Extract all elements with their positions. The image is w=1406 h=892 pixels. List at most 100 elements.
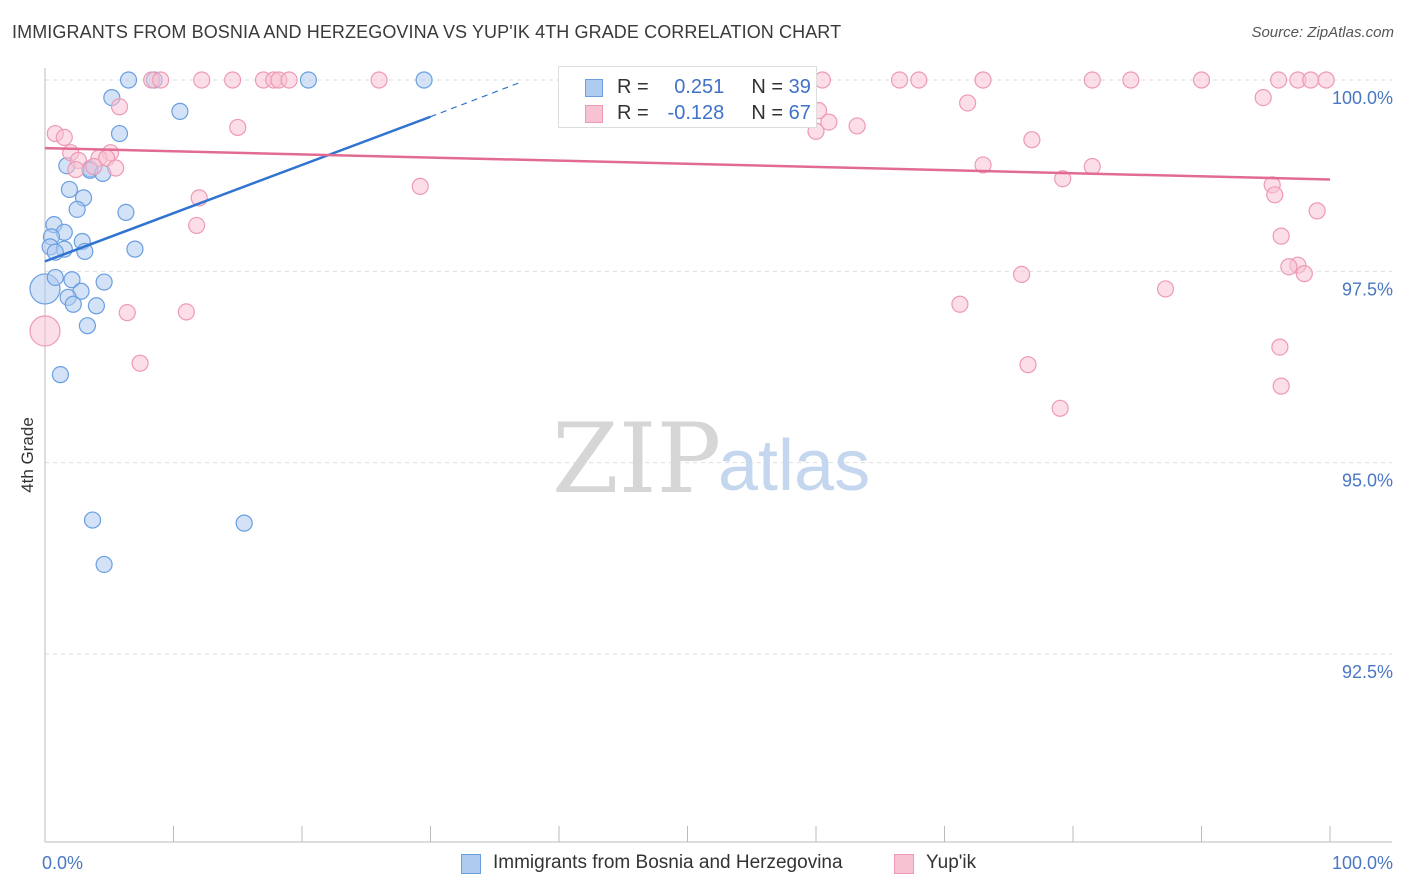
point-yupik [1269, 71, 1288, 89]
point-yupik [85, 157, 103, 176]
trend-line-bosnia-extension [430, 81, 521, 118]
point-yupik [177, 303, 195, 321]
legend-text-bosnia: R = 0.251 N = 39 [617, 76, 811, 99]
point-yupik [848, 117, 866, 135]
point-yupik [110, 98, 129, 116]
point-yupik [1083, 71, 1101, 89]
point-yupik [118, 304, 136, 322]
point-yupik [1192, 71, 1211, 89]
legend-swatch-yupik [585, 105, 603, 123]
point-yupik [1308, 202, 1326, 220]
y-tick-label: 95.0% [1342, 471, 1393, 491]
legend-r-label: R = [617, 102, 649, 124]
point-yupik [67, 160, 85, 179]
point-bosnia [78, 317, 97, 335]
y-tick-label: 92.5% [1342, 662, 1393, 682]
watermark-atlas: atlas [718, 426, 870, 506]
point-bosnia [126, 240, 144, 258]
point-bosnia [110, 124, 129, 143]
y-tick-label: 100.0% [1332, 88, 1393, 108]
point-yupik [188, 216, 206, 235]
point-yupik [820, 113, 838, 131]
point-bosnia [60, 180, 79, 199]
point-yupik [1317, 71, 1335, 89]
point-yupik [107, 159, 125, 177]
point-bosnia [117, 203, 135, 222]
point-yupik [1019, 356, 1037, 374]
point-bosnia [83, 511, 102, 529]
point-bosnia [63, 271, 81, 289]
bottom-legend-label-yupik: Yup'ik [926, 852, 977, 873]
point-yupik [1051, 399, 1069, 417]
point-bosnia [299, 71, 318, 89]
point-bosnia [87, 297, 106, 315]
y-tick-label: 97.5% [1342, 279, 1393, 299]
legend-n-label: N = [751, 76, 784, 98]
point-yupik [152, 71, 170, 89]
tick-labels: 92.5% 95.0% 97.5% 100.0% 0.0% 100.0% [42, 88, 1393, 873]
point-bosnia [171, 102, 189, 120]
point-bosnia [68, 200, 86, 218]
bottom-legend-label-bosnia: Immigrants from Bosnia and Herzegovina [493, 852, 843, 873]
grid-lines [45, 79, 1392, 655]
legend-box: R = 0.251 N = 39 R = -0.128 N = 67 [558, 66, 817, 128]
trend-line-yupik [44, 146, 1331, 181]
point-yupik [1295, 265, 1313, 283]
point-yupik [29, 315, 61, 347]
point-bosnia [119, 71, 138, 89]
point-yupik [974, 71, 992, 89]
point-yupik [1156, 280, 1175, 298]
point-yupik [1266, 186, 1284, 204]
watermark: ZIP atlas [552, 403, 870, 515]
point-yupik [959, 94, 977, 112]
legend-r-value-yupik: -0.128 [667, 102, 725, 124]
point-yupik [411, 177, 429, 195]
x-tick-label: 0.0% [42, 853, 83, 873]
source-credit: Source: ZipAtlas.com [1251, 24, 1394, 41]
point-yupik [370, 71, 388, 89]
legend-n-value-yupik: 67 [788, 102, 811, 124]
point-yupik [1122, 71, 1140, 89]
point-yupik [280, 71, 298, 89]
point-yupik [193, 71, 211, 89]
point-bosnia [415, 71, 433, 89]
trend-lines [44, 81, 1331, 263]
point-bosnia [95, 273, 113, 291]
x-tick-label: 100.0% [1332, 853, 1393, 873]
bottom-legend-swatch-yupik [894, 854, 914, 874]
point-yupik [1254, 89, 1272, 107]
point-bosnia [64, 295, 82, 313]
legend-r-label: R = [617, 76, 649, 98]
legend-text-yupik: R = -0.128 N = 67 [617, 102, 811, 125]
point-yupik [910, 71, 928, 89]
point-yupik [1012, 265, 1031, 283]
point-yupik [1054, 170, 1072, 188]
point-yupik [1302, 71, 1320, 89]
point-yupik [890, 71, 909, 89]
point-yupik [1280, 258, 1298, 276]
axes [44, 68, 1392, 843]
point-yupik [1272, 377, 1290, 395]
point-bosnia [51, 366, 70, 384]
watermark-zip: ZIP [552, 403, 721, 515]
point-yupik [974, 156, 992, 174]
chart-title: IMMIGRANTS FROM BOSNIA AND HERZEGOVINA V… [12, 22, 842, 42]
trend-line-bosnia [44, 115, 431, 263]
point-yupik [229, 118, 247, 137]
point-yupik [1023, 131, 1041, 149]
point-bosnia [46, 268, 64, 287]
point-yupik [131, 354, 149, 372]
legend-swatch-bosnia [585, 79, 603, 97]
point-yupik [951, 295, 969, 313]
point-yupik [1271, 338, 1289, 356]
legend-n-label: N = [751, 102, 784, 124]
point-yupik [1272, 227, 1290, 245]
bottom-legend-swatch-bosnia [461, 854, 481, 874]
point-yupik [1083, 157, 1101, 176]
point-yupik [224, 71, 242, 89]
legend-n-value-bosnia: 39 [788, 76, 811, 98]
legend-r-value-bosnia: 0.251 [674, 76, 725, 98]
point-bosnia [95, 555, 113, 574]
point-bosnia [235, 514, 253, 532]
